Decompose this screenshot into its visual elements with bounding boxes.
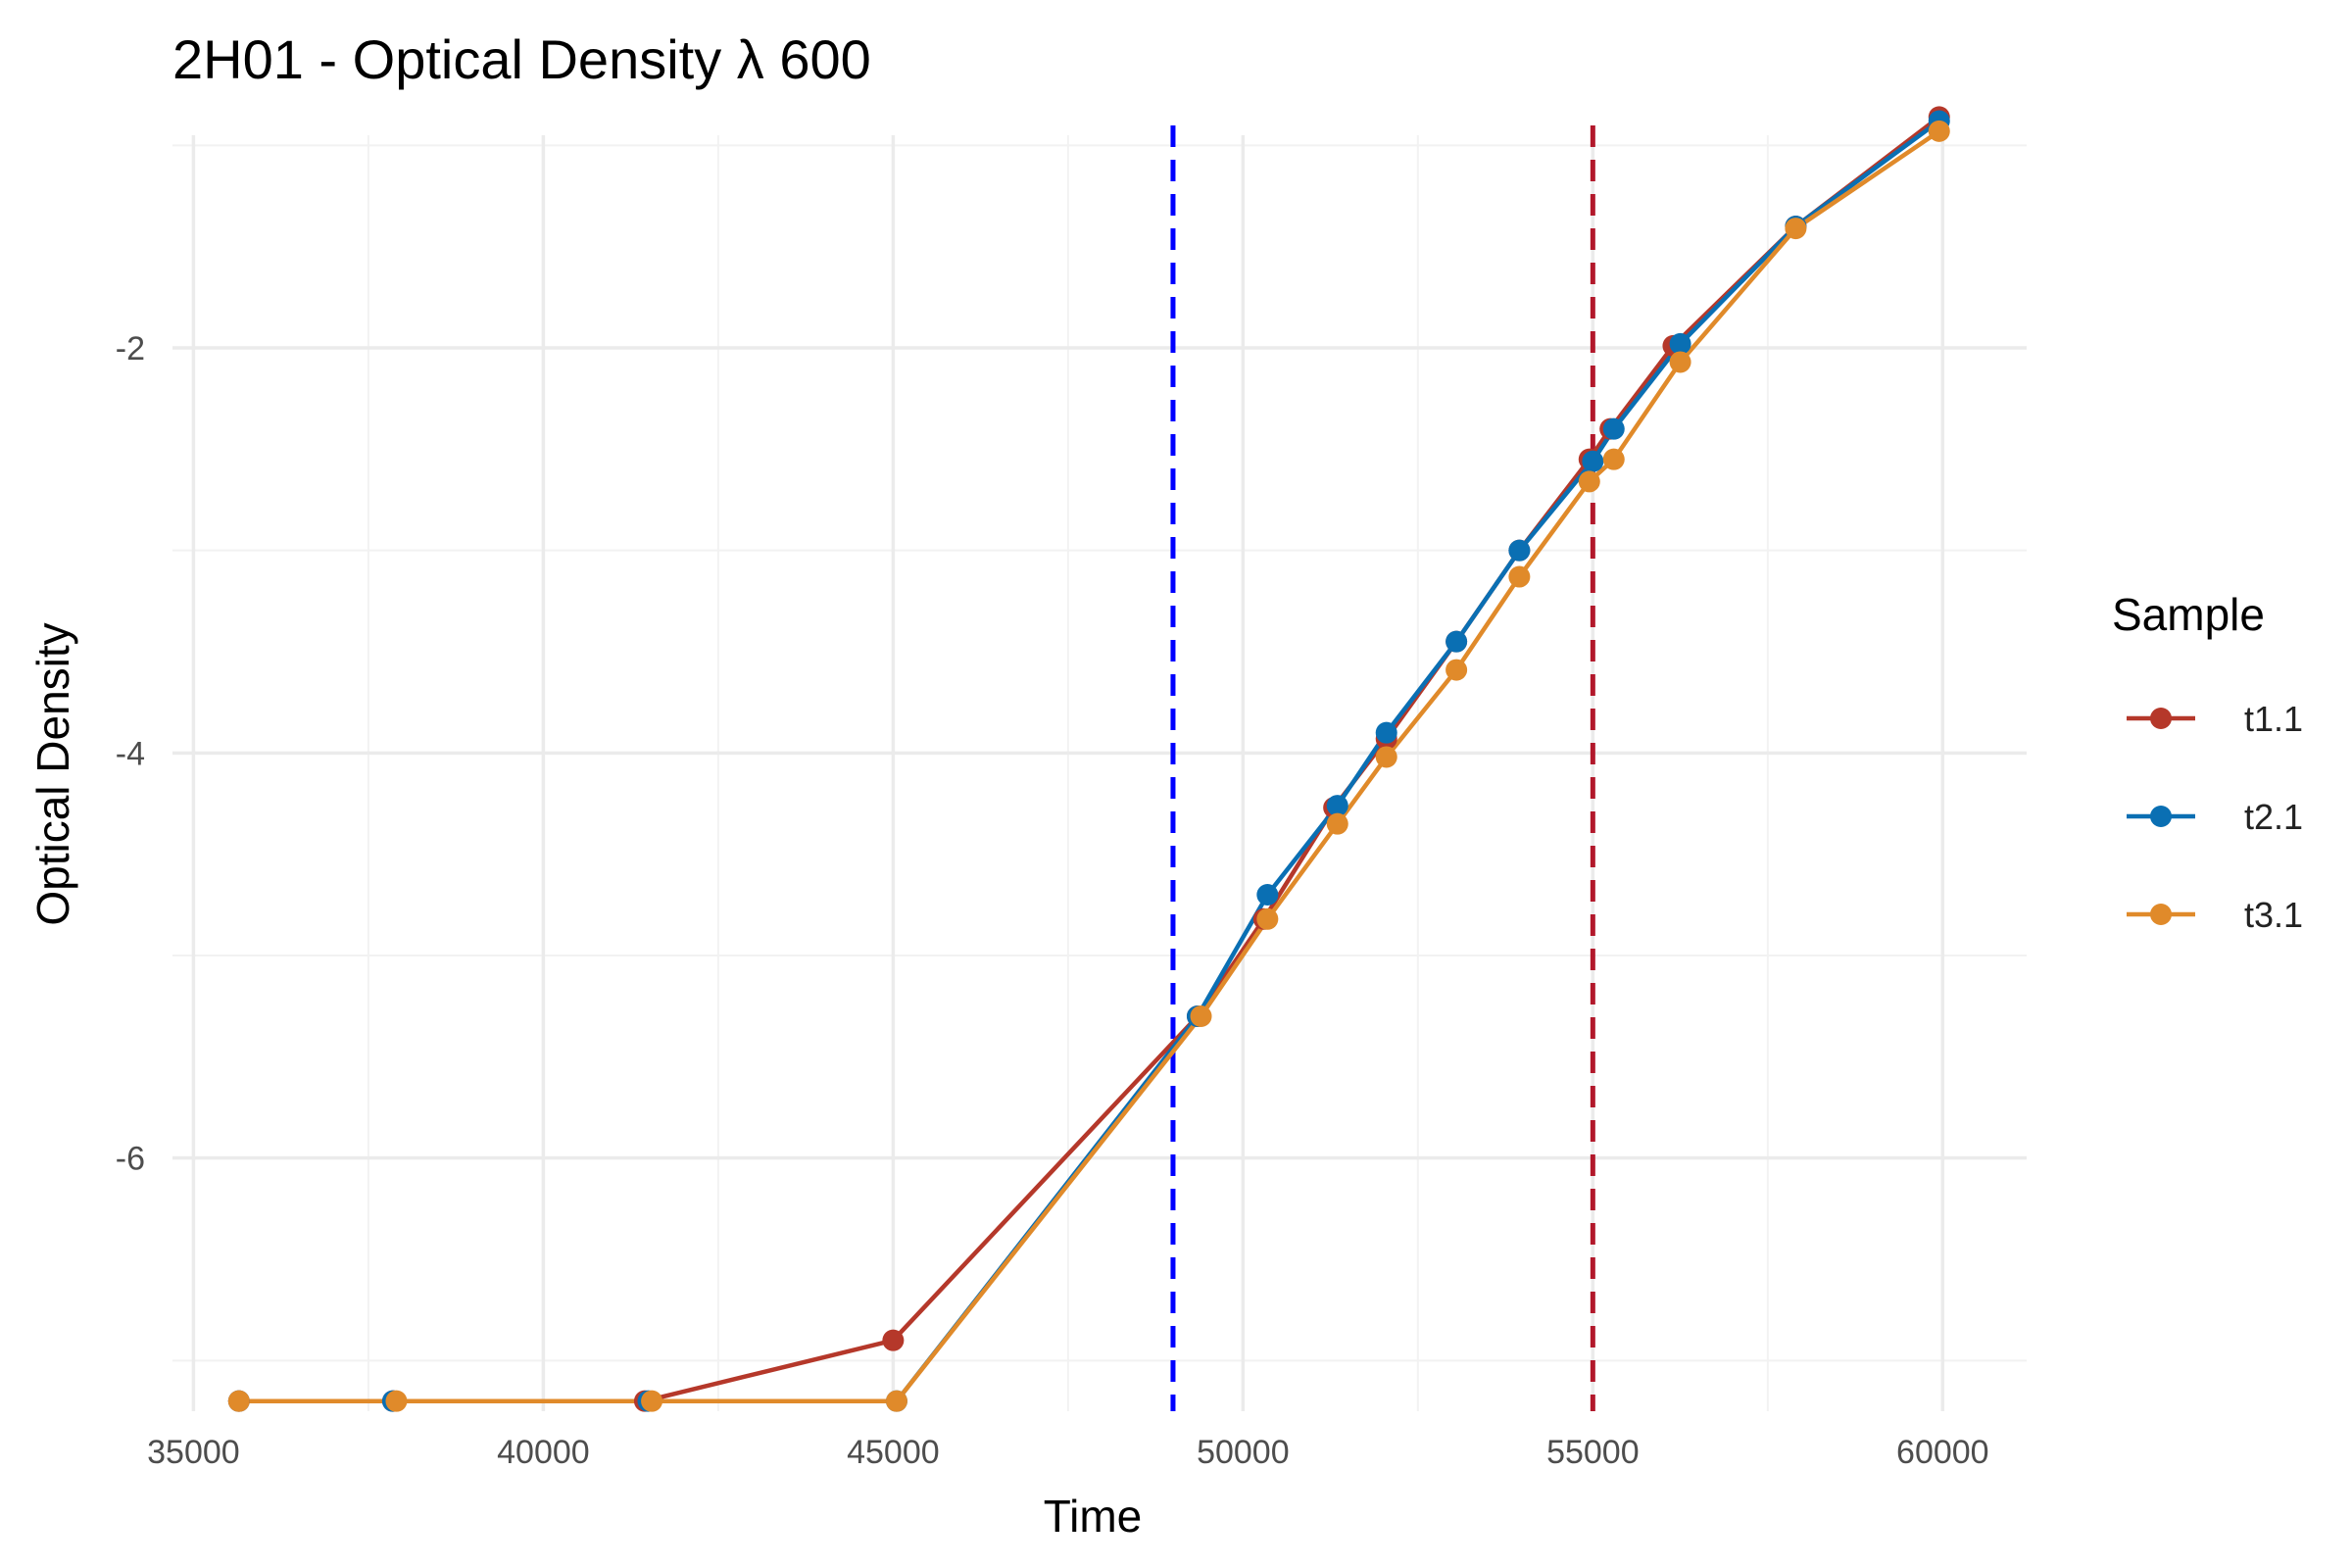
data-point-t2.1 xyxy=(1375,721,1397,744)
y-axis-tick-labels: -2 -4 -6 xyxy=(116,330,145,1178)
series-line-t3.1 xyxy=(238,129,1941,1403)
x-tick-label: 55000 xyxy=(1546,1434,1640,1471)
x-tick-label: 60000 xyxy=(1896,1434,1989,1471)
y-tick-label: -6 xyxy=(116,1141,145,1178)
data-point-t3.1 xyxy=(1190,1005,1212,1027)
series-line-t2.1 xyxy=(238,119,1941,1403)
x-tick-label: 40000 xyxy=(497,1434,590,1471)
data-point-t3.1 xyxy=(1326,812,1348,835)
data-point-t2.1 xyxy=(1256,884,1279,906)
reference-lines xyxy=(1170,125,1595,1411)
data-point-t2.1 xyxy=(1669,332,1691,355)
y-axis-title: Optical Density xyxy=(27,622,78,925)
data-point-t2.1 xyxy=(1446,630,1468,653)
data-point-t3.1 xyxy=(1602,448,1625,470)
data-point-t3.1 xyxy=(1256,907,1279,930)
data-point-t2.1 xyxy=(1326,795,1348,817)
legend-title: Sample xyxy=(2112,589,2265,640)
data-point-t3.1 xyxy=(1578,470,1600,493)
legend-key-point xyxy=(2150,904,2172,925)
data-point-t2.1 xyxy=(1602,417,1625,440)
series-line-t1.1 xyxy=(238,115,1941,1403)
y-tick-label: -4 xyxy=(116,735,145,772)
legend: Sample t1.1 t2.1 t3.1 xyxy=(2112,589,2303,935)
legend-label: t3.1 xyxy=(2244,895,2303,935)
chart-title: 2H01 - Optical Density λ 600 xyxy=(172,28,871,90)
data-point-t3.1 xyxy=(227,1390,250,1412)
grid-minor xyxy=(172,135,2027,1411)
series-lines xyxy=(238,115,1941,1403)
data-point-t3.1 xyxy=(1785,218,1807,240)
x-tick-label: 45000 xyxy=(847,1434,940,1471)
data-point-t3.1 xyxy=(1375,746,1397,768)
x-axis-title: Time xyxy=(1044,1491,1143,1542)
y-tick-label: -2 xyxy=(116,330,145,368)
legend-key-point xyxy=(2150,708,2172,729)
grid-major xyxy=(172,135,2027,1411)
data-point-t1.1 xyxy=(882,1329,905,1351)
x-tick-label: 35000 xyxy=(147,1434,240,1471)
data-point-t3.1 xyxy=(1928,120,1950,142)
legend-key-point xyxy=(2150,806,2172,827)
x-axis-tick-labels: 35000 40000 45000 50000 55000 60000 xyxy=(147,1434,1988,1471)
legend-label: t2.1 xyxy=(2244,797,2303,837)
x-tick-label: 50000 xyxy=(1197,1434,1290,1471)
data-point-t3.1 xyxy=(1446,659,1468,681)
legend-items: t1.1 t2.1 t3.1 xyxy=(2127,699,2303,935)
series-points xyxy=(227,106,1950,1412)
data-point-t3.1 xyxy=(885,1390,907,1412)
data-point-t2.1 xyxy=(1582,450,1604,472)
data-point-t3.1 xyxy=(641,1390,663,1412)
legend-label: t1.1 xyxy=(2244,699,2303,739)
data-point-t3.1 xyxy=(385,1390,408,1412)
data-point-t2.1 xyxy=(1508,539,1531,562)
data-point-t3.1 xyxy=(1669,351,1691,373)
data-point-t3.1 xyxy=(1508,565,1531,588)
